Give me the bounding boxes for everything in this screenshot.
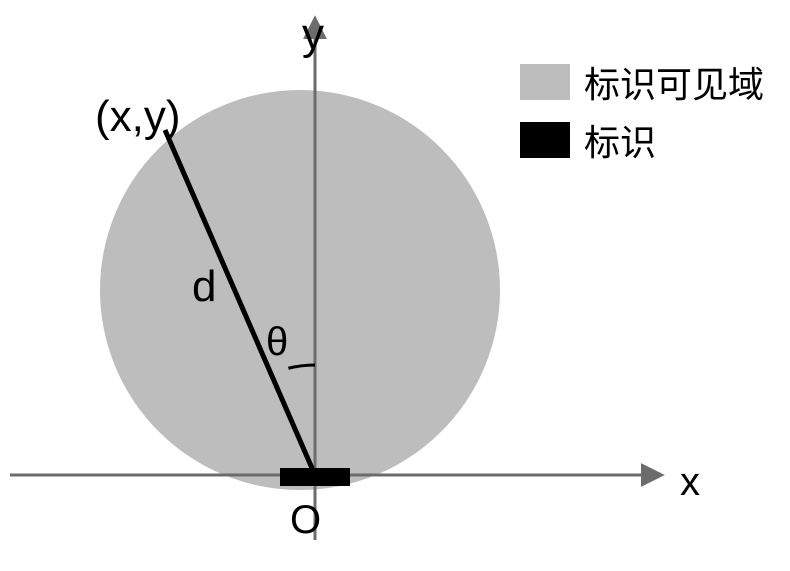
- xy-point-label: (x,y): [95, 92, 181, 142]
- legend-row-visible-region: 标识可见域: [520, 56, 764, 108]
- y-axis-label: y: [302, 10, 324, 60]
- legend-swatch-visible-region: [520, 64, 570, 100]
- legend-label-visible-region: 标识可见域: [584, 56, 764, 108]
- legend-row-marker: 标识: [520, 114, 764, 166]
- d-label: d: [192, 262, 216, 312]
- marker-rectangle: [280, 468, 350, 486]
- diagram-stage: y x (x,y) d θ O 标识可见域 标识: [0, 0, 790, 571]
- legend-swatch-marker: [520, 122, 570, 158]
- origin-label: O: [290, 498, 321, 543]
- visible-region-circle: [100, 90, 500, 490]
- legend-label-marker: 标识: [584, 114, 656, 166]
- x-axis-label: x: [680, 460, 700, 505]
- legend: 标识可见域 标识: [520, 56, 764, 172]
- theta-label: θ: [266, 320, 288, 365]
